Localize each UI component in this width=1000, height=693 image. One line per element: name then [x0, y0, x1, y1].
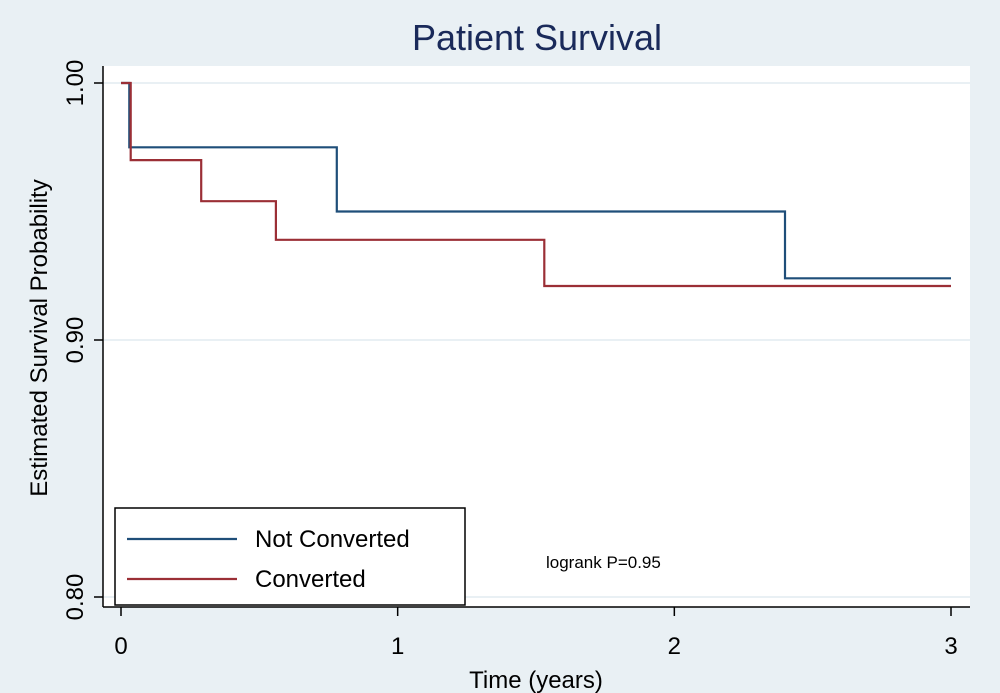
chart-title: Patient Survival: [412, 17, 662, 58]
legend-box: [114, 507, 466, 606]
series-line-converted: [121, 81, 951, 288]
legend-label: Not Converted: [255, 526, 410, 553]
y-tick-label: 1.00: [62, 60, 89, 107]
x-tick-label: 3: [944, 633, 957, 660]
series-layer: [121, 81, 951, 288]
logrank-annotation: logrank P=0.95: [546, 553, 661, 572]
series-line-not-converted: [121, 81, 951, 280]
legend-label: Converted: [255, 566, 366, 593]
ticks-layer: 0.80 0.90 1.00 0 1 2 3: [62, 60, 958, 660]
y-axis-label: Estimated Survival Probability: [26, 179, 53, 496]
y-tick-label: 0.90: [62, 317, 89, 364]
x-axis-label: Time (years): [469, 667, 603, 693]
x-tick-label: 2: [668, 633, 681, 660]
x-tick-label: 1: [391, 633, 404, 660]
legend: Not Converted Converted: [114, 507, 466, 606]
y-tick-label: 0.80: [62, 574, 89, 621]
x-tick-label: 0: [114, 633, 127, 660]
